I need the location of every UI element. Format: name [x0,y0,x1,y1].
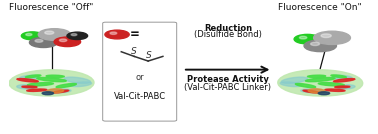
Ellipse shape [307,75,325,77]
Ellipse shape [53,90,69,93]
Circle shape [71,34,77,36]
Circle shape [311,42,320,46]
Circle shape [110,32,117,34]
Ellipse shape [27,89,47,91]
Circle shape [304,40,336,52]
Ellipse shape [325,89,345,91]
Text: Reduction: Reduction [204,24,252,33]
Text: Fluorescence "On": Fluorescence "On" [279,3,362,12]
Circle shape [59,39,67,42]
Ellipse shape [278,70,363,96]
Circle shape [29,37,57,48]
Ellipse shape [42,92,54,95]
Circle shape [294,34,321,44]
Ellipse shape [318,92,330,95]
Ellipse shape [47,89,71,93]
Ellipse shape [280,82,301,87]
Ellipse shape [301,89,325,93]
Ellipse shape [20,75,39,80]
Ellipse shape [46,75,64,77]
Circle shape [26,34,32,36]
Ellipse shape [308,89,325,93]
Circle shape [21,32,43,40]
Ellipse shape [333,79,355,82]
Ellipse shape [9,70,94,96]
Circle shape [38,29,71,40]
Text: S: S [131,47,137,56]
Ellipse shape [17,79,38,82]
Ellipse shape [303,90,319,93]
Circle shape [299,36,307,39]
Circle shape [45,31,54,34]
Ellipse shape [305,77,335,82]
Circle shape [321,34,331,38]
Ellipse shape [37,77,66,82]
Text: Val-Cit-PABC: Val-Cit-PABC [114,92,166,101]
Circle shape [314,31,350,44]
Ellipse shape [335,86,350,88]
Ellipse shape [337,85,355,89]
Ellipse shape [17,85,35,89]
Text: Protease Activity: Protease Activity [187,75,269,84]
Ellipse shape [64,77,90,83]
Text: S: S [146,51,152,60]
Ellipse shape [318,83,344,86]
Ellipse shape [22,86,37,88]
Circle shape [54,37,81,47]
Circle shape [67,32,88,40]
Ellipse shape [295,83,316,88]
Circle shape [105,30,129,39]
Text: (Val-Cit-PABC Linker): (Val-Cit-PABC Linker) [184,83,271,92]
Ellipse shape [331,75,346,78]
Ellipse shape [47,89,64,93]
Text: Fluorescence "Off": Fluorescence "Off" [9,3,94,12]
Ellipse shape [70,82,91,87]
Ellipse shape [28,83,53,86]
Ellipse shape [332,75,352,80]
Text: or: or [135,73,144,82]
Ellipse shape [281,77,308,83]
Ellipse shape [25,75,41,78]
Circle shape [35,39,43,42]
FancyBboxPatch shape [103,22,177,121]
Text: =: = [130,28,140,41]
Ellipse shape [56,83,76,88]
Text: (Disulfide Bond): (Disulfide Bond) [194,30,262,39]
